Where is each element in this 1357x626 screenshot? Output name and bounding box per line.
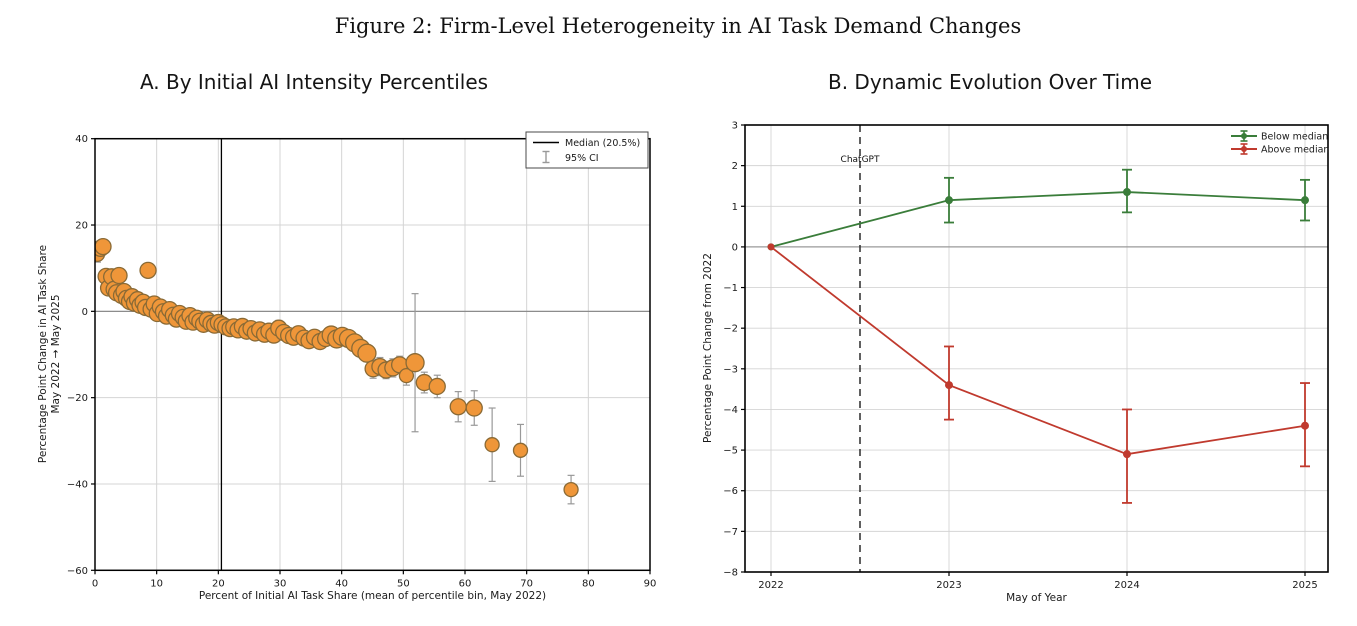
axes-frame bbox=[744, 124, 1329, 573]
series-point bbox=[767, 243, 775, 251]
scatter-point bbox=[512, 442, 529, 458]
scatter-points bbox=[95, 237, 579, 498]
panel-b-grid bbox=[745, 125, 1328, 572]
legend-label: Below median bbox=[1261, 132, 1328, 143]
y-axis-label: Percentage Point Change from 2022 bbox=[702, 253, 714, 443]
scatter-point bbox=[405, 353, 425, 373]
legend-label: Above median bbox=[1261, 145, 1329, 156]
y-tick-label: 1 bbox=[732, 202, 738, 213]
scatter-point bbox=[398, 367, 415, 384]
legend-b: Below median Above median bbox=[1231, 130, 1329, 156]
y-tick-label: −5 bbox=[723, 446, 738, 457]
y-tick-label: 3 bbox=[732, 121, 738, 132]
panel-a: 0 10 20 30 40 50 60 70 80 90 40 20 0 −20 −40 −60 Percent… bbox=[37, 131, 656, 602]
panel-b: ChatGPT 2022 2023 2024 2025 3 2 1 0 −1 −2 −3 −4 −5 −6 −… bbox=[702, 121, 1329, 605]
legend-item-above-median: Above median bbox=[1231, 143, 1329, 156]
series-point bbox=[945, 381, 953, 390]
series-point bbox=[1123, 450, 1131, 459]
scatter-point bbox=[110, 266, 128, 285]
scatter-point bbox=[484, 437, 500, 453]
scatter-point bbox=[563, 481, 579, 498]
y-tick-label: −60 bbox=[67, 566, 88, 577]
scatter-point bbox=[465, 399, 483, 417]
x-tick-label: 50 bbox=[397, 578, 410, 589]
scatter-point bbox=[357, 343, 377, 363]
y-tick-label: 2 bbox=[732, 161, 738, 172]
axes-frame bbox=[94, 137, 651, 572]
panel-b-title: B. Dynamic Evolution Over Time bbox=[827, 70, 1153, 94]
y-tick-label: −3 bbox=[723, 364, 738, 375]
series-point bbox=[945, 196, 953, 205]
series-below-median bbox=[767, 168, 1310, 251]
panel-a-title: A. By Initial AI Intensity Percentiles bbox=[139, 70, 489, 94]
x-tick-label: 2022 bbox=[758, 580, 783, 591]
y-axis-label-line2: May 2022 → May 2025 bbox=[50, 294, 62, 413]
ticks bbox=[91, 138, 651, 575]
x-tick-label: 80 bbox=[582, 578, 595, 589]
figure-title: Figure 2: Firm-Level Heterogeneity in AI… bbox=[334, 14, 1022, 38]
x-tick-label: 90 bbox=[644, 578, 657, 589]
tick-labels: 2022 2023 2024 2025 3 2 1 0 −1 −2 −3 −4 −5 −6 −7 −8 bbox=[723, 121, 1317, 592]
x-axis-label: Percent of Initial AI Task Share (mean o… bbox=[199, 590, 546, 602]
y-tick-label: 0 bbox=[82, 307, 88, 318]
ticks bbox=[741, 124, 1306, 576]
y-tick-label: −40 bbox=[67, 479, 88, 490]
y-tick-label: −6 bbox=[723, 486, 738, 497]
x-tick-label: 20 bbox=[212, 578, 225, 589]
y-tick-label: −7 bbox=[723, 527, 738, 538]
scatter-point bbox=[139, 261, 157, 279]
y-tick-label: −1 bbox=[723, 283, 738, 294]
y-tick-label: −8 bbox=[723, 568, 738, 579]
y-tick-label: −4 bbox=[723, 405, 738, 416]
x-tick-label: 2024 bbox=[1114, 580, 1139, 591]
x-tick-label: 30 bbox=[274, 578, 287, 589]
legend-marker-glyph bbox=[1241, 133, 1247, 139]
errorbars bbox=[95, 240, 575, 505]
tick-labels: 0 10 20 30 40 50 60 70 80 90 40 20 0 −20 −40 −60 bbox=[67, 134, 656, 589]
series-point bbox=[1123, 188, 1131, 197]
series-line bbox=[770, 246, 1306, 456]
y-axis-label-line1: Percentage Point Change in AI Task Share bbox=[37, 245, 49, 463]
series-point bbox=[1301, 421, 1309, 430]
x-tick-label: 40 bbox=[335, 578, 348, 589]
x-tick-label: 2025 bbox=[1292, 580, 1317, 591]
legend-ci-glyph bbox=[542, 150, 550, 164]
chatgpt-label: ChatGPT bbox=[841, 155, 880, 165]
y-tick-label: −20 bbox=[67, 393, 88, 404]
y-tick-label: 20 bbox=[75, 221, 88, 232]
series-line bbox=[770, 191, 1306, 248]
legend-item-below-median: Below median bbox=[1231, 130, 1328, 143]
x-tick-label: 2023 bbox=[936, 580, 961, 591]
x-tick-label: 10 bbox=[150, 578, 163, 589]
scatter-point bbox=[95, 237, 112, 256]
y-tick-label: −2 bbox=[723, 324, 738, 335]
series-above-median bbox=[767, 243, 1310, 504]
x-axis-label: May of Year bbox=[1006, 592, 1067, 604]
series-point bbox=[1301, 196, 1309, 205]
scatter-point bbox=[449, 398, 467, 416]
y-tick-label: 0 bbox=[732, 242, 738, 253]
legend-median-label: Median (20.5%) bbox=[565, 138, 640, 149]
y-tick-label: 40 bbox=[75, 134, 88, 145]
x-tick-label: 60 bbox=[459, 578, 472, 589]
legend-marker-glyph bbox=[1241, 146, 1247, 152]
x-tick-label: 0 bbox=[92, 578, 98, 589]
scatter-point bbox=[428, 377, 446, 396]
x-tick-label: 70 bbox=[520, 578, 533, 589]
legend-a: Median (20.5%) 95% CI bbox=[525, 131, 649, 169]
scatter-layer bbox=[95, 237, 579, 505]
legend-ci-label: 95% CI bbox=[565, 153, 599, 164]
